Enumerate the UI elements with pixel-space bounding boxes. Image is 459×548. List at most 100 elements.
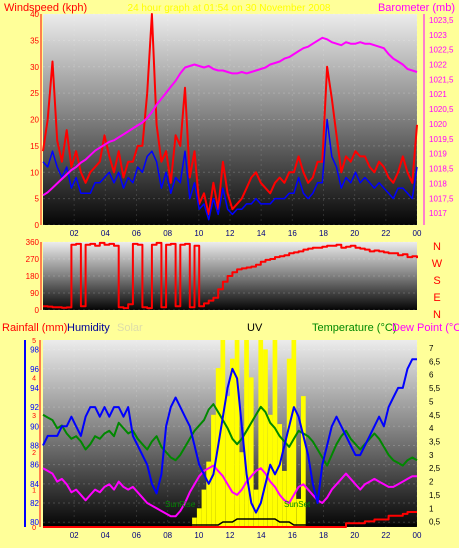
uv-series — [43, 518, 417, 526]
x-tick-label: 14 — [257, 531, 266, 540]
solar-bar — [225, 396, 230, 527]
right-tick-label: 1019 — [429, 150, 447, 159]
solar-bar — [286, 358, 292, 527]
right-tick-label: 3,5 — [429, 438, 441, 447]
graph-time-title: 24 hour graph at 01:54 on 30 November 20… — [128, 3, 331, 14]
solar-bar — [301, 396, 306, 527]
left-tick-label: 15 — [30, 142, 39, 151]
dew-point-label: Dew Point (°C) — [392, 322, 459, 334]
solar-bar — [196, 508, 202, 527]
solar-bar — [220, 340, 226, 527]
x-tick-label: 14 — [257, 229, 266, 238]
dew-point-series — [42, 464, 417, 518]
barometer-series — [42, 36, 418, 197]
left-tick-label: 82 — [30, 499, 39, 508]
x-tick-label: 00 — [413, 229, 422, 238]
left-tick-label: 30 — [30, 63, 39, 72]
rain-tick-label: 5 — [32, 338, 36, 345]
left-tick-label: 0 — [35, 221, 40, 230]
temperature-series — [42, 403, 418, 467]
left-tick-label: 20 — [30, 116, 39, 125]
left-tick-label: 84 — [30, 480, 39, 489]
x-tick-label: 08 — [163, 229, 172, 238]
left-tick-label: 0 — [35, 306, 40, 315]
right-tick-label: 4 — [429, 424, 434, 433]
left-tick-label: 92 — [30, 403, 39, 412]
right-tick-label: 5,5 — [429, 384, 441, 393]
x-tick-label: 20 — [350, 531, 359, 540]
solar-bar — [291, 340, 297, 527]
uv-label: UV — [247, 322, 263, 334]
left-tick-label: 360 — [26, 238, 40, 247]
right-tick-label: 1019,5 — [429, 135, 454, 144]
solar-label: Solar — [117, 322, 143, 334]
left-tick-label: 180 — [26, 272, 40, 281]
x-tick-label: 04 — [101, 531, 110, 540]
x-tick-label: 18 — [319, 531, 328, 540]
x-tick-label: 18 — [319, 229, 328, 238]
right-tick-label: 1022 — [429, 61, 447, 70]
humidity-label: Humidity — [67, 322, 110, 334]
left-tick-label: 96 — [30, 365, 39, 374]
compass-label: S — [433, 275, 440, 287]
compass-label: N — [433, 241, 441, 253]
right-tick-label: 1023,5 — [429, 16, 454, 25]
right-tick-label: 1021 — [429, 90, 447, 99]
right-tick-label: 1022,5 — [429, 46, 454, 55]
left-tick-label: 40 — [30, 10, 39, 19]
solar-bar — [201, 489, 207, 527]
x-tick-label: 22 — [381, 229, 390, 238]
solar-bar — [206, 461, 211, 528]
rainfall-series — [43, 511, 417, 528]
x-tick-label: 02 — [70, 531, 79, 540]
left-tick-label: 88 — [30, 441, 39, 450]
right-tick-label: 2 — [429, 478, 434, 487]
solar-bar — [248, 377, 254, 527]
x-tick-label: 12 — [226, 229, 235, 238]
x-tick-label: 16 — [288, 531, 297, 540]
sunrise-annotation: SunRise — [165, 500, 196, 509]
solar-bar — [253, 489, 259, 527]
gust-series — [42, 13, 418, 216]
left-tick-label: 10 — [30, 168, 39, 177]
x-tick-label: 10 — [194, 531, 203, 540]
x-tick-label: 08 — [163, 531, 172, 540]
temperature-label: Temperature (°C) — [312, 322, 396, 334]
rainfall-label: Rainfall (mm) — [2, 322, 67, 334]
x-tick-label: 06 — [132, 229, 141, 238]
x-tick-label: 00 — [413, 531, 422, 540]
left-tick-label: 80 — [30, 518, 39, 527]
x-tick-label: 16 — [288, 229, 297, 238]
rain-tick-label: 1 — [32, 488, 36, 495]
rain-tick-label: 2 — [32, 450, 36, 457]
right-tick-label: 3 — [429, 451, 434, 460]
humidity-series — [42, 358, 417, 514]
solar-bar — [277, 424, 282, 527]
solar-bar — [192, 517, 197, 527]
left-tick-label: 35 — [30, 36, 39, 45]
rain-tick-label: 4 — [32, 375, 36, 382]
left-tick-label: 270 — [26, 255, 40, 264]
right-tick-label: 1020,5 — [429, 105, 454, 114]
x-tick-label: 10 — [194, 229, 203, 238]
left-tick-label: 90 — [30, 422, 39, 431]
left-tick-label: 94 — [30, 384, 39, 393]
wind-barometer-chart: 051015202530354010171017,510181018,51019… — [30, 10, 454, 238]
x-tick-label: 04 — [101, 229, 110, 238]
rain-tick-label: 3 — [32, 413, 36, 420]
solar-bar — [244, 340, 249, 527]
left-tick-label: 25 — [30, 89, 39, 98]
compass-label: N — [433, 309, 441, 321]
compass-label: E — [433, 292, 440, 304]
solar-bar — [230, 358, 235, 527]
wind-panel-bg — [43, 14, 417, 225]
compass-label: W — [432, 258, 443, 270]
right-tick-label: 1021,5 — [429, 75, 454, 84]
wind-direction-series — [43, 241, 418, 310]
windspeed-title: Windspeed (kph) — [4, 2, 87, 14]
solar-bar — [296, 498, 301, 527]
right-tick-label: 1020 — [429, 120, 447, 129]
average-wind-series — [42, 118, 418, 221]
